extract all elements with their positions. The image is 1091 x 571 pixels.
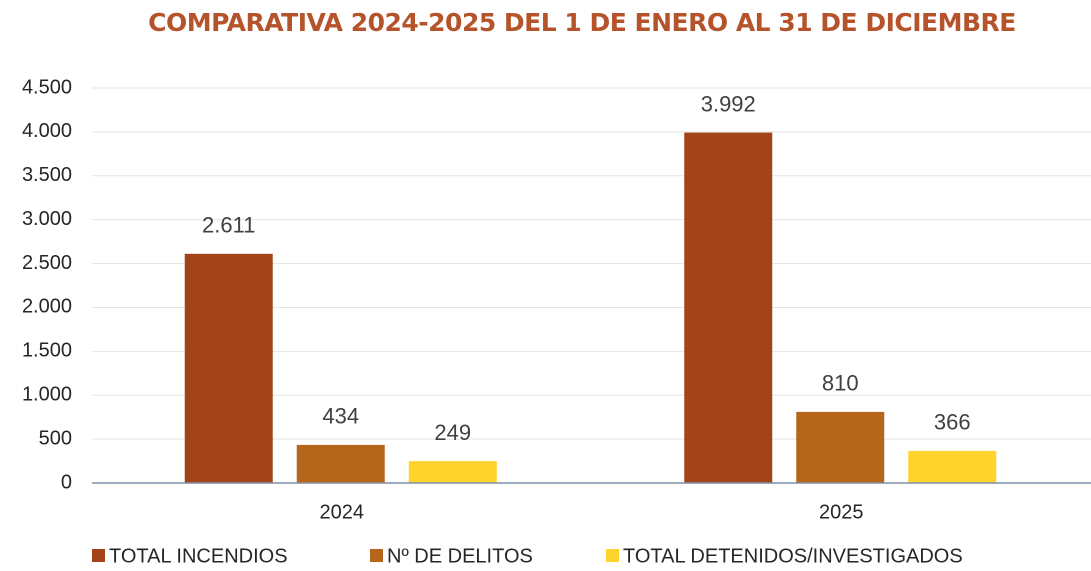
bar	[684, 132, 773, 483]
legend-swatch	[370, 549, 383, 562]
value-label: 2.611	[202, 213, 255, 238]
bar	[296, 444, 385, 483]
bar	[408, 461, 497, 483]
y-tick-label: 1.000	[22, 384, 72, 406]
y-tick-label: 3.000	[22, 208, 72, 230]
value-label: 434	[322, 404, 359, 429]
legend-label: Nº DE DELITOS	[387, 545, 533, 567]
y-tick-label: 500	[39, 427, 72, 449]
y-tick-label: 1.500	[22, 340, 72, 362]
value-label: 810	[822, 371, 859, 396]
legend-label: TOTAL INCENDIOS	[109, 545, 288, 567]
y-tick-label: 2.000	[22, 296, 72, 318]
bar	[796, 411, 885, 483]
bar	[908, 450, 997, 483]
y-tick-label: 4.500	[22, 76, 72, 98]
value-label: 366	[934, 410, 971, 435]
y-tick-label: 2.500	[22, 252, 72, 274]
legend-label: TOTAL DETENIDOS/INVESTIGADOS	[623, 545, 963, 567]
y-tick-label: 0	[61, 471, 72, 493]
value-label: 3.992	[701, 91, 756, 116]
x-tick-label: 2024	[320, 501, 365, 523]
value-label: 249	[434, 420, 471, 445]
legend-swatch	[92, 549, 105, 562]
y-tick-label: 4.000	[22, 120, 72, 142]
bar	[184, 253, 273, 483]
chart-title: COMPARATIVA 2024-2025 DEL 1 DE ENERO AL …	[148, 8, 1016, 37]
x-tick-label: 2025	[819, 501, 864, 523]
y-tick-label: 3.500	[22, 164, 72, 186]
legend-swatch	[606, 549, 619, 562]
